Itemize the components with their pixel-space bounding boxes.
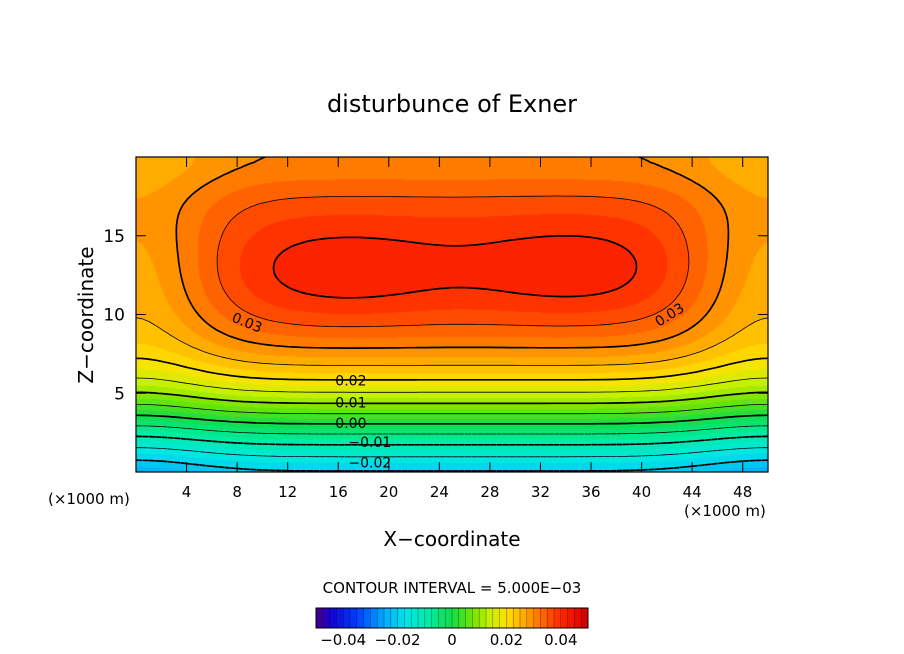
x-tick-label: 8 (232, 483, 242, 501)
x-tick-label: 44 (683, 483, 702, 501)
chart-title: disturbunce of Exner (327, 90, 577, 118)
contour-label: −0.02 (348, 456, 391, 472)
y-tick-label: 10 (103, 306, 125, 326)
colorbar-frame (315, 607, 589, 629)
contour-label-text: 0.01 (335, 396, 366, 412)
contour-label-text: −0.01 (348, 435, 391, 451)
contour-line (136, 425, 768, 435)
contour-line (136, 317, 768, 366)
x-tick-label: 40 (632, 483, 651, 501)
x-tick-label: 24 (430, 483, 449, 501)
contour-line (136, 414, 768, 425)
colorbar-ticks: −0.04 −0.02 0 0.02 0.04 (320, 631, 577, 649)
x-tick-label: 36 (581, 483, 600, 501)
y-axis-ticks: 5 10 15 (103, 227, 768, 404)
contour-label: 0.02 (335, 374, 366, 390)
x-tick-label: 48 (733, 483, 752, 501)
heatmap-field (136, 157, 768, 472)
x-tick-label: 20 (379, 483, 398, 501)
x-tick-label: 32 (531, 483, 550, 501)
contour-line (136, 404, 768, 415)
colorbar-tick-label: −0.02 (375, 631, 421, 649)
contour-label-text: 0.02 (335, 374, 366, 390)
contour-line (216, 195, 690, 328)
x-tick-label: 12 (278, 483, 297, 501)
colorbar-segments (315, 608, 589, 628)
contour-line (136, 377, 768, 393)
contour-label: 0.01 (335, 396, 366, 412)
y-axis-label: Z−coordinate (74, 246, 98, 383)
contour-label: 0.00 (335, 416, 366, 432)
x-unit-left: (×1000 m) (48, 490, 130, 508)
plot-area: 0.03 0.030.020.010.00−0.01−0.02 (136, 157, 768, 472)
contour-label-text: −0.02 (348, 456, 391, 472)
colorbar-tick-label: 0.04 (544, 631, 577, 649)
x-axis-label: X−coordinate (383, 527, 520, 551)
y-tick-label: 15 (103, 227, 125, 247)
x-tick-label: 28 (480, 483, 499, 501)
contour-line (136, 459, 768, 472)
contour-line (136, 447, 768, 458)
x-tick-label: 16 (329, 483, 348, 501)
x-tick-label: 4 (182, 483, 192, 501)
colorbar-tick-label: 0 (447, 631, 457, 649)
contour-line (136, 435, 768, 446)
colorbar-tick-label: −0.04 (320, 631, 366, 649)
contour-line (175, 157, 730, 349)
contour-interval-label: CONTOUR INTERVAL = 5.000E−03 (323, 579, 582, 597)
contour-line (272, 234, 638, 299)
contour-lines (136, 157, 768, 472)
colorbar-tick-label: 0.02 (490, 631, 523, 649)
contour-label: −0.01 (348, 435, 391, 451)
x-axis-ticks: 4 8 12 16 20 24 28 32 36 40 44 48 (182, 157, 752, 501)
contour-line (136, 391, 768, 405)
contour-line (136, 357, 768, 381)
x-unit-right: (×1000 m) (684, 502, 766, 520)
contour-label-text: 0.00 (335, 416, 366, 432)
y-tick-label: 5 (114, 384, 125, 404)
